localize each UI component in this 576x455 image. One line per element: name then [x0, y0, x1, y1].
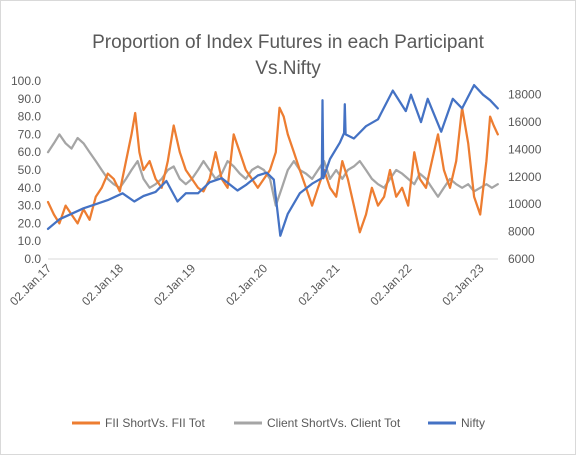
x-axis-ticks: 02.Jan.17 02.Jan.18 02.Jan.19 02.Jan.20 02.J… — [7, 261, 487, 308]
legend-label: FII ShortVs. FII Tot — [105, 416, 205, 430]
chart-title-line-1: Proportion of Index Futures in each Part… — [92, 32, 485, 53]
right-axis-tick-label: 6000 — [508, 252, 535, 266]
x-axis-tick-label: 02.Jan.23 — [439, 261, 486, 308]
series-layer — [46, 83, 499, 237]
x-axis-tick-label: 02.Jan.18 — [79, 261, 126, 308]
left-axis-tick-label: 70.0 — [18, 127, 42, 141]
left-axis-tick-label: 50.0 — [18, 163, 42, 177]
legend-label: Nifty — [461, 416, 485, 430]
left-axis-tick-label: 0.0 — [24, 252, 41, 266]
left-axis-tick-label: 80.0 — [18, 110, 42, 124]
x-axis-tick-label: 02.Jan.19 — [151, 261, 198, 308]
left-axis-tick-label: 30.0 — [18, 199, 42, 213]
x-axis-tick-label: 02.Jan.20 — [223, 261, 270, 308]
left-axis-tick-label: 40.0 — [18, 181, 42, 195]
right-axis-ticks: 6000 8000 10000 12000 14000 16000 18000 — [508, 88, 542, 266]
right-axis-tick-label: 12000 — [508, 170, 542, 184]
right-axis-tick-label: 8000 — [508, 225, 535, 239]
right-axis-tick-label: 10000 — [508, 197, 542, 211]
series-line-nifty — [46, 83, 499, 237]
left-axis-tick-label: 20.0 — [18, 216, 42, 230]
x-axis-tick-label: 02.Jan.22 — [367, 261, 414, 308]
right-axis-tick-label: 18000 — [508, 88, 542, 102]
left-axis-tick-label: 90.0 — [18, 92, 42, 106]
x-axis-tick-label: 02.Jan.17 — [7, 261, 54, 308]
chart-title-line-2: Vs.Nifty — [255, 58, 321, 79]
legend: FII ShortVs. FII Tot Client ShortVs. Clie… — [72, 416, 485, 430]
right-axis-tick-label: 14000 — [508, 142, 542, 156]
left-axis-ticks: 0.0 10.0 20.0 30.0 40.0 50.0 60.0 70.0 80.0 90.0 1… — [11, 74, 41, 266]
left-axis-tick-label: 60.0 — [18, 145, 42, 159]
right-axis-tick-label: 16000 — [508, 115, 542, 129]
left-axis-tick-label: 100.0 — [11, 74, 41, 88]
series-line-client — [46, 133, 499, 207]
x-axis-tick-label: 02.Jan.21 — [295, 261, 342, 308]
legend-label: Client ShortVs. Client Tot — [267, 416, 401, 430]
left-axis-tick-label: 10.0 — [18, 234, 42, 248]
series-line-fii — [46, 106, 499, 234]
